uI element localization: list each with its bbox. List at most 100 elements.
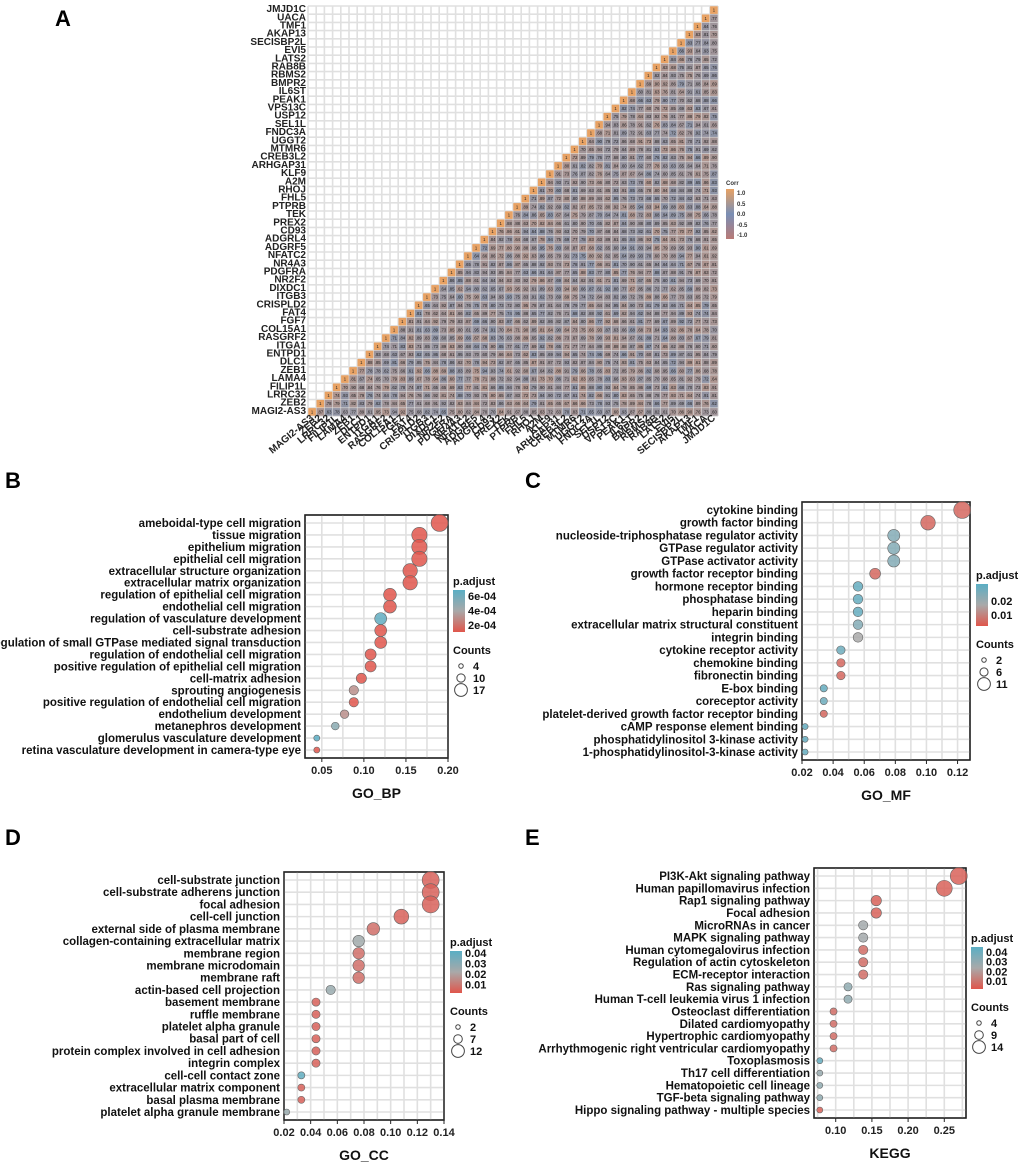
heatmap-cell-value: .92 — [703, 139, 709, 144]
heatmap-cell-value: .73 — [711, 319, 717, 324]
heatmap-cell — [472, 244, 480, 252]
heatmap-cell-value: .84 — [547, 221, 553, 226]
heatmap-cell — [660, 408, 669, 416]
color-legend-title: p.adjust — [453, 576, 496, 588]
heatmap-cell-value: .71 — [580, 409, 586, 414]
heatmap-cell — [439, 399, 448, 408]
heatmap-cell — [660, 293, 669, 301]
heatmap-cell — [414, 301, 423, 310]
heatmap-cell — [513, 244, 521, 252]
heatmap-cell-value: .82 — [350, 401, 356, 406]
heatmap-cell-value: .69 — [473, 319, 479, 324]
heatmap-cell-value: .74 — [555, 262, 561, 267]
heatmap-cell — [710, 39, 718, 47]
heatmap-cell-value: .69 — [711, 245, 717, 250]
data-point — [297, 1083, 306, 1092]
heatmap-cell — [660, 391, 669, 400]
heatmap-cell — [578, 342, 587, 351]
heatmap-cell — [595, 391, 603, 400]
heatmap-cell-value: .83 — [473, 270, 479, 275]
heatmap-cell-value: .88 — [703, 98, 709, 103]
heatmap-cell — [628, 326, 636, 334]
heatmap-cell — [677, 96, 685, 105]
heatmap-cell-value: .70 — [547, 377, 553, 382]
heatmap-cell — [414, 342, 423, 351]
heatmap-cell — [636, 186, 644, 195]
heatmap-row-label: RBMS2 — [271, 70, 306, 81]
heatmap-cell-value: .71 — [391, 344, 397, 349]
heatmap-cell-value: .64 — [662, 237, 668, 242]
heatmap-cell — [570, 408, 579, 416]
heatmap-cell-value: .62 — [563, 204, 569, 209]
heatmap-cell — [595, 235, 603, 244]
heatmap-cell — [685, 399, 694, 408]
heatmap-cell-value: .61 — [465, 327, 471, 332]
heatmap-cell-value: .92 — [432, 393, 438, 398]
heatmap-cell-value: .72 — [547, 409, 553, 414]
term-label: platelet alpha granule membrane — [100, 1107, 280, 1119]
data-point — [816, 1082, 824, 1089]
heatmap-cell — [619, 203, 628, 211]
heatmap-cell-value: .92 — [539, 336, 545, 341]
heatmap-cell — [505, 244, 513, 252]
heatmap-cell-value: .61 — [695, 90, 701, 95]
heatmap-cell — [710, 96, 718, 105]
heatmap-cell-value: .93 — [711, 188, 717, 193]
heatmap-cell — [628, 293, 636, 301]
heatmap-cell-value: .87 — [678, 352, 684, 357]
data-point — [869, 567, 881, 580]
heatmap-cell — [406, 309, 415, 318]
heatmap-cell-value: .88 — [432, 368, 438, 373]
heatmap-cell — [603, 129, 612, 137]
heatmap-cell — [496, 309, 505, 318]
heatmap-cell — [628, 367, 636, 375]
heatmap-cell — [677, 276, 685, 285]
heatmap-cell-value: .82 — [547, 368, 553, 373]
data-point — [949, 867, 968, 885]
heatmap-cell — [587, 194, 595, 203]
heatmap-cell — [685, 186, 694, 195]
term-label: regulation of vasculature development — [90, 614, 301, 626]
heatmap-cell-value: .73 — [678, 295, 684, 300]
heatmap-cell-value: 1 — [377, 344, 380, 349]
heatmap-cell — [529, 383, 538, 392]
heatmap-cell — [578, 194, 587, 203]
heatmap-cell-value: .67 — [629, 286, 635, 291]
heatmap-cell — [595, 145, 603, 154]
heatmap-cell — [578, 260, 587, 269]
data-point — [870, 895, 882, 907]
heatmap-cell-value: .62 — [416, 352, 422, 357]
heatmap-cell — [537, 252, 546, 260]
heatmap-cell-value: .93 — [613, 188, 619, 193]
heatmap-cell-value: .74 — [408, 385, 414, 390]
heatmap-cell — [611, 186, 620, 195]
heatmap-cell — [464, 408, 472, 416]
heatmap-cell-value: 1 — [672, 49, 675, 54]
heatmap-cell-value: .91 — [703, 393, 709, 398]
heatmap-cell-value: .65 — [596, 221, 602, 226]
heatmap-cell — [546, 235, 554, 244]
heatmap-cell-value: .65 — [703, 65, 709, 70]
x-axis-label: GO_BP — [352, 785, 401, 801]
heatmap-cell — [685, 408, 694, 416]
heatmap-cell-value: .91 — [563, 254, 569, 259]
heatmap-cell-value: .86 — [506, 254, 512, 259]
heatmap-cell-value: .86 — [645, 286, 651, 291]
heatmap-cell-value: .80 — [645, 409, 651, 414]
heatmap-cell — [472, 252, 480, 260]
heatmap-cell — [669, 153, 677, 162]
heatmap-cell — [390, 350, 398, 359]
heatmap-cell — [521, 268, 530, 277]
heatmap-cell — [644, 285, 653, 293]
heatmap-cell — [447, 367, 456, 375]
heatmap-cell-value: .76 — [703, 401, 709, 406]
heatmap-cell — [669, 55, 677, 64]
heatmap-cell — [636, 219, 644, 228]
heatmap-cell — [710, 367, 718, 375]
heatmap-cell — [652, 391, 661, 400]
heatmap-cell-value: .63 — [522, 221, 528, 226]
heatmap-cell — [570, 285, 579, 293]
heatmap-cell-value: 1 — [516, 204, 519, 209]
heatmap-cell-value: .79 — [588, 155, 594, 160]
heatmap-cell — [619, 227, 628, 236]
